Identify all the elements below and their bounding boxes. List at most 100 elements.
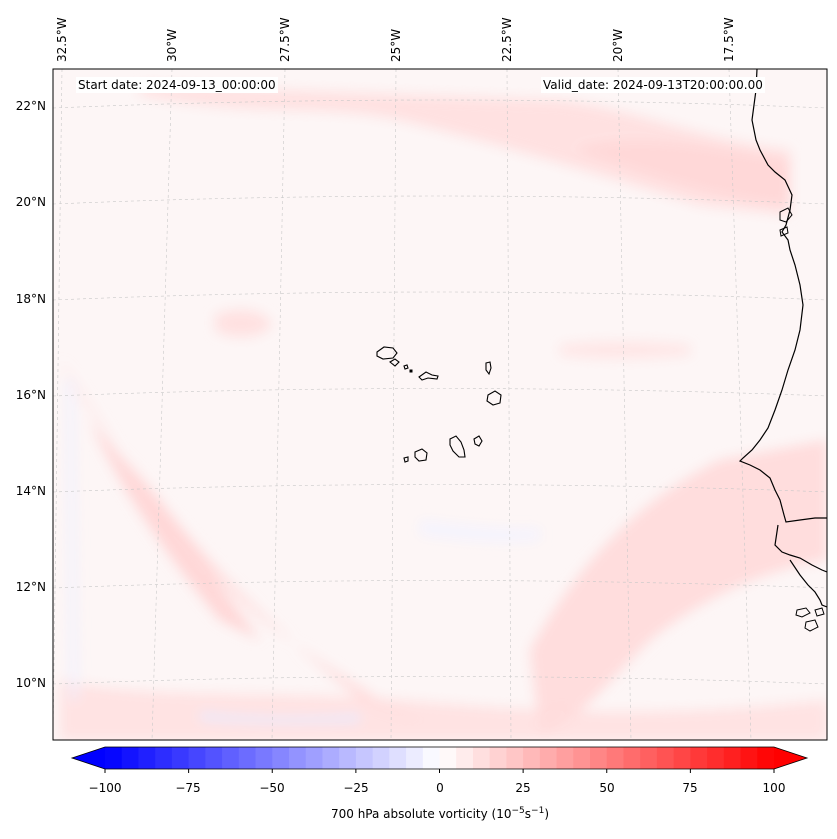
colorbar-segment xyxy=(138,747,156,769)
vorticity-negative-region xyxy=(66,380,78,700)
colorbar-segment xyxy=(690,747,708,769)
colorbar-tick-label: 100 xyxy=(762,781,786,795)
colorbar-segment xyxy=(723,747,742,769)
colorbar-segment xyxy=(640,747,658,769)
colorbar-segment xyxy=(322,747,340,769)
colorbar-segment xyxy=(707,747,725,769)
colorbar-segment xyxy=(673,747,691,769)
colorbar-segment xyxy=(355,747,374,769)
lon-gridline xyxy=(390,69,397,740)
lon-gridline xyxy=(617,69,632,740)
vorticity-positive-region xyxy=(140,85,790,215)
lat-gridline xyxy=(53,676,827,685)
africa-coastline xyxy=(738,69,827,523)
vorticity-positive-region xyxy=(560,341,690,359)
lat-gridline xyxy=(53,580,827,589)
colorbar-segment xyxy=(238,747,257,769)
start-date-label: Start date: 2024-09-13_00:00:00 xyxy=(76,77,278,93)
colorbar-segment xyxy=(288,747,307,769)
vorticity-positive-region xyxy=(60,680,827,740)
maio-island xyxy=(473,435,483,447)
colorbar-tick-label: 50 xyxy=(599,781,615,795)
colorbar-segment xyxy=(439,747,457,769)
vorticity-positive-region xyxy=(530,440,827,735)
colorbar-segment xyxy=(188,747,206,769)
lat-gridline xyxy=(53,291,827,301)
colorbar-segment xyxy=(506,747,524,769)
lon-gridline xyxy=(151,69,173,740)
colorbar-segment xyxy=(339,747,357,769)
colorbar-segment xyxy=(472,747,491,769)
lon-gridline xyxy=(506,69,512,740)
colorbar-tick-label: −25 xyxy=(343,781,369,795)
colorbar-segment xyxy=(272,747,290,769)
lat-label: 14°N xyxy=(15,484,46,498)
lat-gridline xyxy=(53,484,827,493)
colorbar-tick-label: 75 xyxy=(682,781,698,795)
vorticity-positive-region xyxy=(575,141,790,205)
vorticity-negative-region xyxy=(200,712,360,724)
colorbar-segment xyxy=(757,747,775,769)
colorbar-segment xyxy=(656,747,675,769)
sao-nicolau-island xyxy=(418,371,439,381)
lat-gridline xyxy=(53,195,827,205)
boa-vista-island xyxy=(486,390,502,406)
colorbar-segment xyxy=(372,747,390,769)
colorbar-segment xyxy=(422,747,440,769)
colorbar-segment xyxy=(740,747,758,769)
colorbar-segment xyxy=(456,747,474,769)
santiago-island xyxy=(449,435,466,458)
colorbar-segment xyxy=(389,747,407,769)
lat-label: 10°N xyxy=(15,676,46,690)
africa-coastline xyxy=(789,559,827,608)
vorticity-positive-region xyxy=(215,309,272,337)
lat-label: 12°N xyxy=(15,580,46,594)
colorbar-segment xyxy=(155,747,173,769)
lon-gridline xyxy=(271,69,286,740)
vorticity-positive-region xyxy=(90,420,260,640)
vorticity-negative-region xyxy=(420,520,540,543)
colorbar-segment xyxy=(406,747,424,769)
sal-island xyxy=(485,361,492,376)
colorbar-segment xyxy=(539,747,558,769)
colorbar-tick-label: −75 xyxy=(175,781,201,795)
africa-coastline xyxy=(774,524,827,573)
colorbar-segment xyxy=(305,747,323,769)
lat-label: 20°N xyxy=(15,195,46,209)
colorbar-segment xyxy=(121,747,139,769)
colorbar xyxy=(70,746,809,773)
brava-island xyxy=(403,456,409,463)
island xyxy=(795,607,811,618)
santa-luzia-island xyxy=(403,364,409,370)
colorbar-segment xyxy=(523,747,541,769)
island xyxy=(779,226,789,237)
colorbar-tick-label: −100 xyxy=(88,781,122,795)
island xyxy=(804,619,819,632)
colorbar-segment xyxy=(606,747,624,769)
lat-gridline xyxy=(53,99,827,109)
colorbar-tick-label: −50 xyxy=(259,781,285,795)
lat-gridline xyxy=(53,388,827,397)
islet xyxy=(409,369,413,373)
colorbar-segment xyxy=(222,747,240,769)
colorbar-segment xyxy=(590,747,608,769)
fogo-island xyxy=(414,448,428,462)
map-frame xyxy=(52,68,828,741)
colorbar-segment xyxy=(105,747,123,769)
vorticity-field xyxy=(60,85,827,740)
valid-date-label: Valid_date: 2024-09-13T20:00:00.00 xyxy=(541,77,765,93)
colorbar-segment xyxy=(623,747,641,769)
colorbar-segment xyxy=(489,747,507,769)
lat-label: 16°N xyxy=(15,388,46,402)
colorbar-segment xyxy=(171,747,190,769)
island xyxy=(779,207,793,223)
lon-gridline xyxy=(53,69,63,740)
colorbar-min-extend xyxy=(72,747,105,769)
lon-gridline xyxy=(728,69,752,740)
colorbar-segment xyxy=(573,747,591,769)
santo-antao-island xyxy=(376,346,398,360)
colorbar-segment xyxy=(205,747,223,769)
gridlines xyxy=(53,69,827,740)
lat-label: 22°N xyxy=(15,99,46,113)
